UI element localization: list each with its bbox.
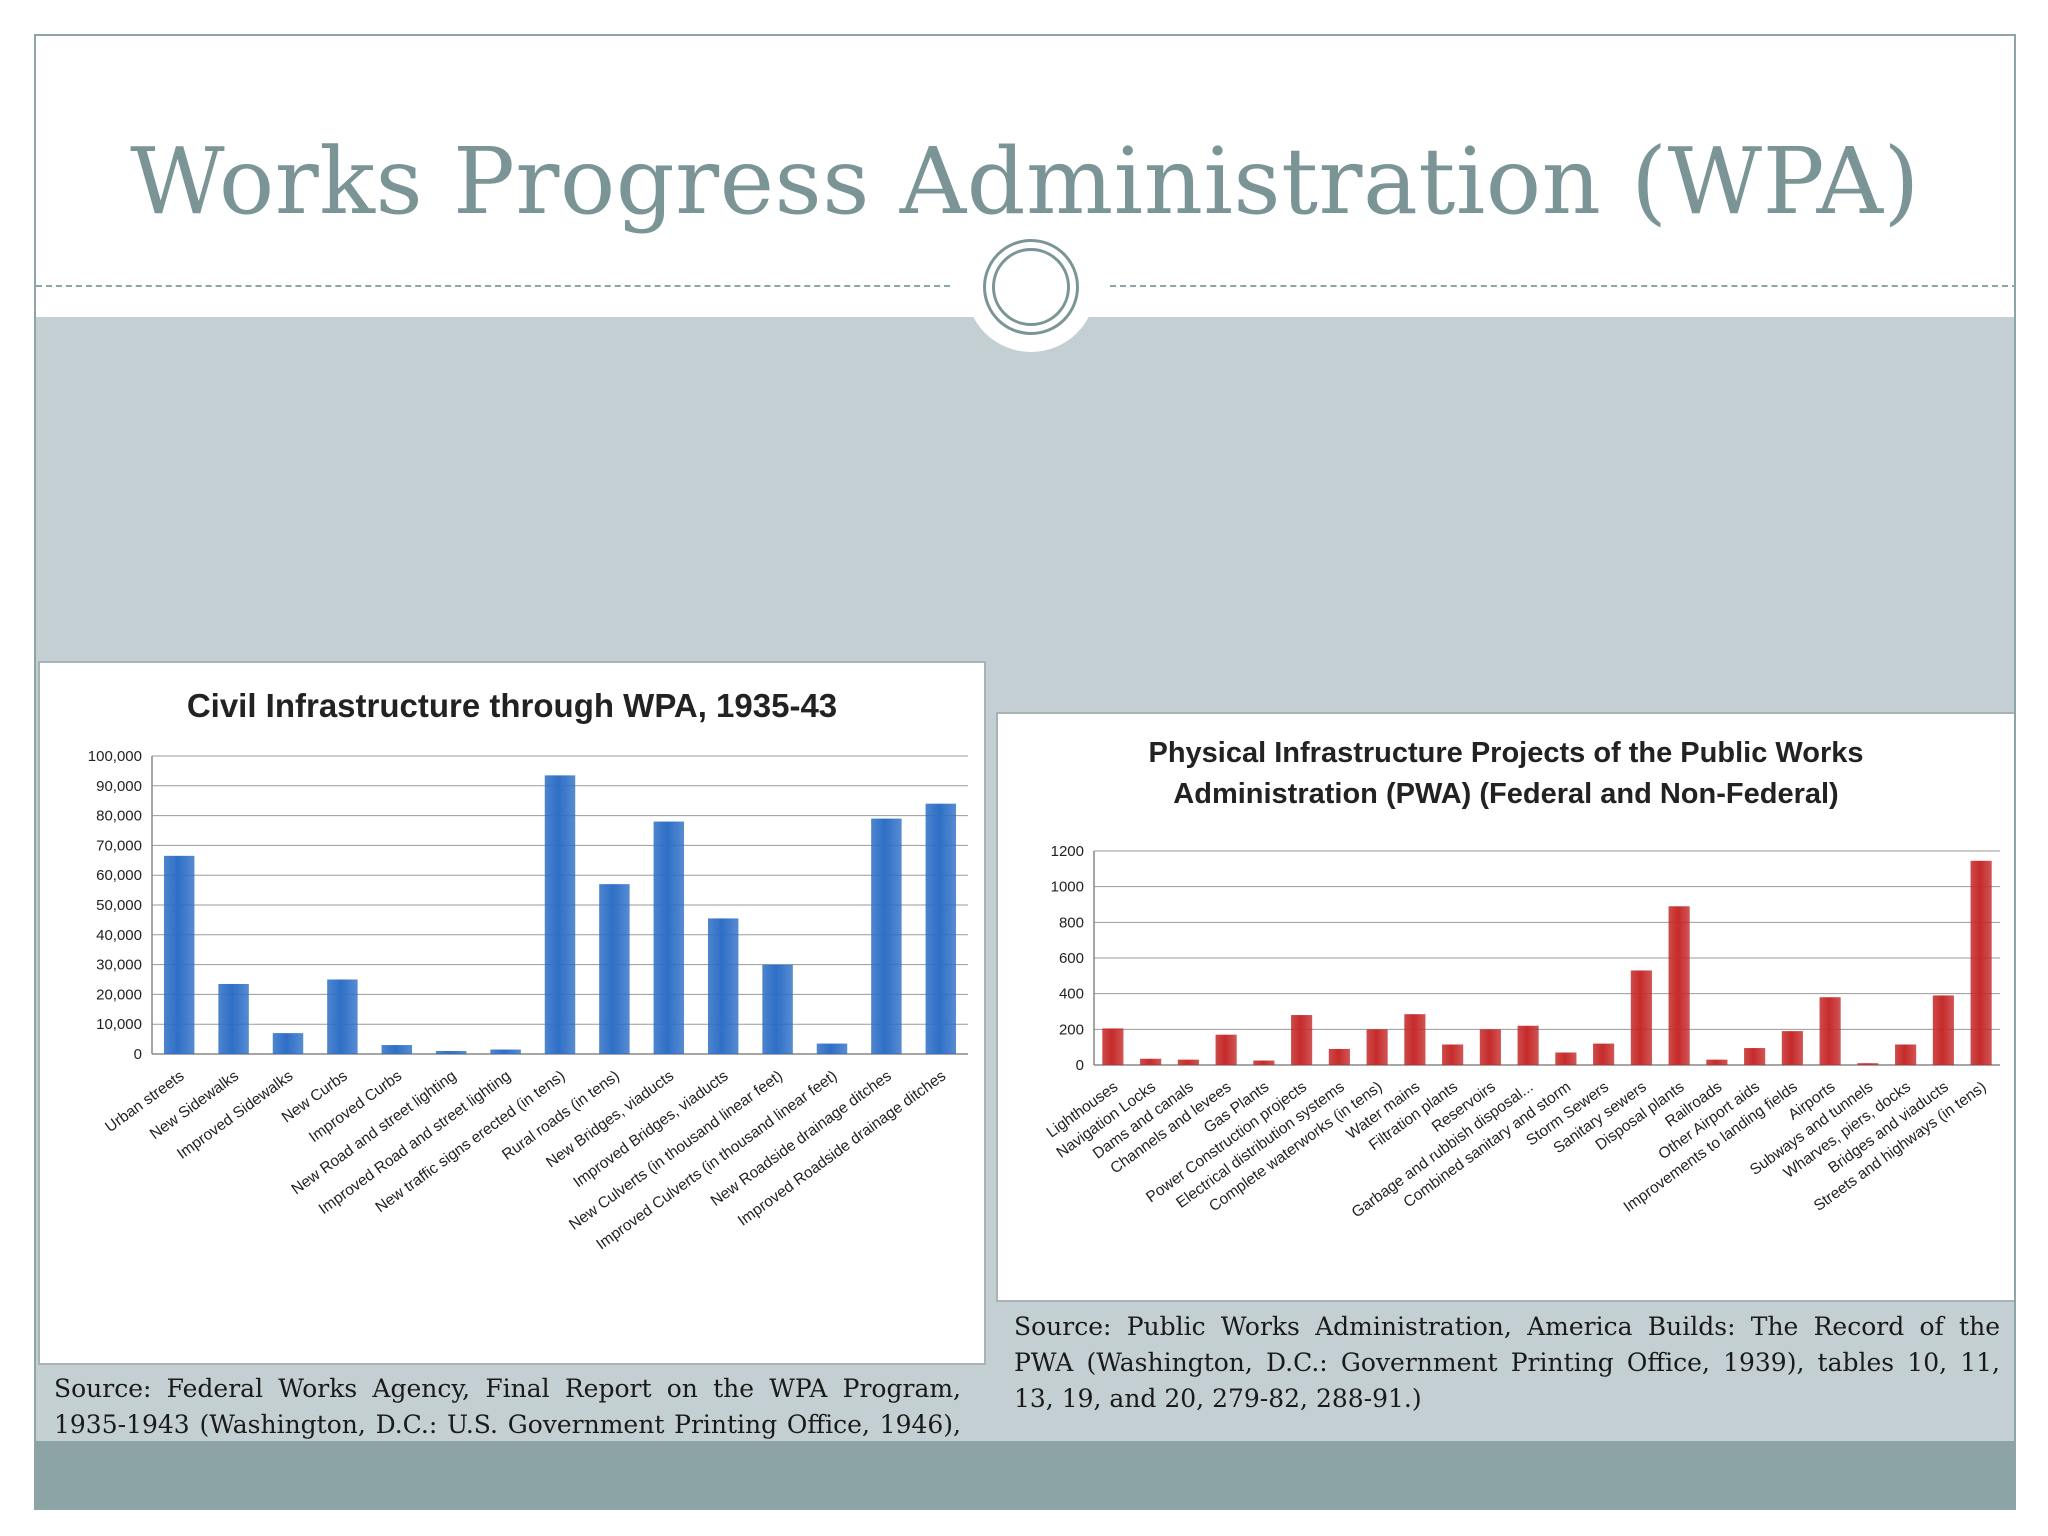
pwa-bar-airports xyxy=(1819,997,1841,1065)
wpa-bar-urban-streets xyxy=(163,855,195,1054)
pwa-chart-title: Physical Infrastructure Projects of the … xyxy=(1148,737,1863,810)
wpa-bar-new-bridges-viaducts xyxy=(653,821,685,1054)
pwa-y-tick-label: 800 xyxy=(1059,914,1084,931)
pwa-bar-combined-sanitary-and-storm xyxy=(1555,1052,1577,1065)
wpa-y-tick-label: 20,000 xyxy=(96,986,142,1003)
pwa-bar-lighthouses xyxy=(1102,1028,1124,1065)
pwa-chart-panel: Physical Infrastructure Projects of the … xyxy=(996,712,2014,1302)
pwa-bar-disposal-plants xyxy=(1668,906,1690,1065)
pwa-bar-subways-and-tunnels xyxy=(1857,1063,1879,1065)
wpa-y-tick-label: 90,000 xyxy=(96,778,142,795)
pwa-bar-channels-and-levees xyxy=(1215,1034,1237,1065)
slide-frame: Works Progress Administration (WPA) Civi… xyxy=(34,34,2016,1510)
pwa-y-tick-label: 0 xyxy=(1076,1057,1084,1074)
title-divider-left xyxy=(36,285,950,287)
wpa-bar-improved-road-and-street-lighting xyxy=(490,1049,521,1054)
wpa-chart-panel: Civil Infrastructure through WPA, 1935-4… xyxy=(38,661,986,1365)
wpa-bar-new-traffic-signs-erected-in-tens xyxy=(544,775,576,1054)
wpa-y-tick-label: 0 xyxy=(134,1046,142,1063)
pwa-bar-other-airport-aids xyxy=(1744,1048,1766,1065)
content-band: Civil Infrastructure through WPA, 1935-4… xyxy=(36,317,2014,1475)
wpa-bar-improved-sidewalks xyxy=(272,1033,304,1054)
wpa-bar-new-road-and-street-lighting xyxy=(435,1051,467,1054)
pwa-bar-dams-and-canals xyxy=(1177,1059,1199,1065)
wpa-bar-improved-bridges-viaducts xyxy=(707,918,739,1054)
circle-ornament-icon xyxy=(983,239,1079,335)
pwa-y-tick-label: 600 xyxy=(1059,950,1084,967)
pwa-bar-complete-waterworks-in-tens xyxy=(1366,1029,1388,1065)
wpa-y-tick-label: 10,000 xyxy=(96,1016,142,1033)
pwa-bar-railroads xyxy=(1706,1059,1728,1065)
wpa-chart-title: Civil Infrastructure through WPA, 1935-4… xyxy=(187,687,837,724)
wpa-bar-new-culverts-in-thousand-linear-feet xyxy=(762,964,793,1054)
pwa-bar-power-construction-projects xyxy=(1291,1015,1313,1065)
wpa-y-tick-label: 80,000 xyxy=(96,808,142,825)
pwa-y-tick-label: 1200 xyxy=(1051,843,1084,860)
pwa-y-tick-label: 1000 xyxy=(1051,879,1084,896)
title-divider-right xyxy=(1110,285,2014,287)
pwa-bar-storm-sewers xyxy=(1593,1043,1615,1065)
pwa-source-note: Source: Public Works Administration, Ame… xyxy=(1014,1312,2000,1413)
pwa-bar-reservoirs xyxy=(1479,1029,1501,1065)
wpa-bar-new-curbs xyxy=(327,979,358,1054)
wpa-category-label: Improved Curbs xyxy=(306,1067,405,1146)
wpa-y-tick-label: 70,000 xyxy=(96,837,142,854)
pwa-chart: Physical Infrastructure Projects of the … xyxy=(1044,737,2000,1221)
wpa-bar-improved-roadside-drainage-ditches xyxy=(925,803,957,1054)
pwa-y-tick-label: 400 xyxy=(1059,986,1084,1003)
pwa-bar-bridges-and-viaducts xyxy=(1932,995,1954,1065)
wpa-chart: Civil Infrastructure through WPA, 1935-4… xyxy=(88,687,968,1253)
wpa-bar-new-roadside-drainage-ditches xyxy=(871,818,902,1054)
pwa-bar-streets-and-highways-in-tens xyxy=(1970,860,1992,1065)
pwa-bar-wharves-piers-docks xyxy=(1895,1044,1917,1065)
pwa-bar-garbage-and-rubbish-disposal xyxy=(1517,1025,1539,1065)
pwa-bar-gas-plants xyxy=(1253,1060,1275,1065)
pwa-y-tick-label: 200 xyxy=(1059,1021,1084,1038)
wpa-y-tick-label: 30,000 xyxy=(96,957,142,974)
footer-band xyxy=(36,1441,2014,1508)
pwa-bar-water-mains xyxy=(1404,1014,1426,1065)
wpa-y-tick-label: 100,000 xyxy=(88,748,142,765)
wpa-bar-improved-culverts-in-thousand-linear-feet xyxy=(816,1043,848,1054)
wpa-bar-new-sidewalks xyxy=(218,983,249,1054)
pwa-bar-filtration-plants xyxy=(1442,1044,1464,1065)
wpa-bar-improved-curbs xyxy=(381,1045,413,1054)
pwa-bar-improvements-to-landing-fields xyxy=(1781,1031,1803,1065)
pwa-bar-navigation-locks xyxy=(1140,1058,1162,1065)
wpa-y-tick-label: 60,000 xyxy=(96,867,142,884)
wpa-y-tick-label: 50,000 xyxy=(96,897,142,914)
page-title: Works Progress Administration (WPA) xyxy=(130,128,1920,235)
wpa-y-tick-label: 40,000 xyxy=(96,927,142,944)
pwa-bar-electrical-distribution-systems xyxy=(1328,1048,1350,1065)
pwa-bar-sanitary-sewers xyxy=(1630,970,1652,1065)
wpa-bar-rural-roads-in-tens xyxy=(599,884,630,1054)
